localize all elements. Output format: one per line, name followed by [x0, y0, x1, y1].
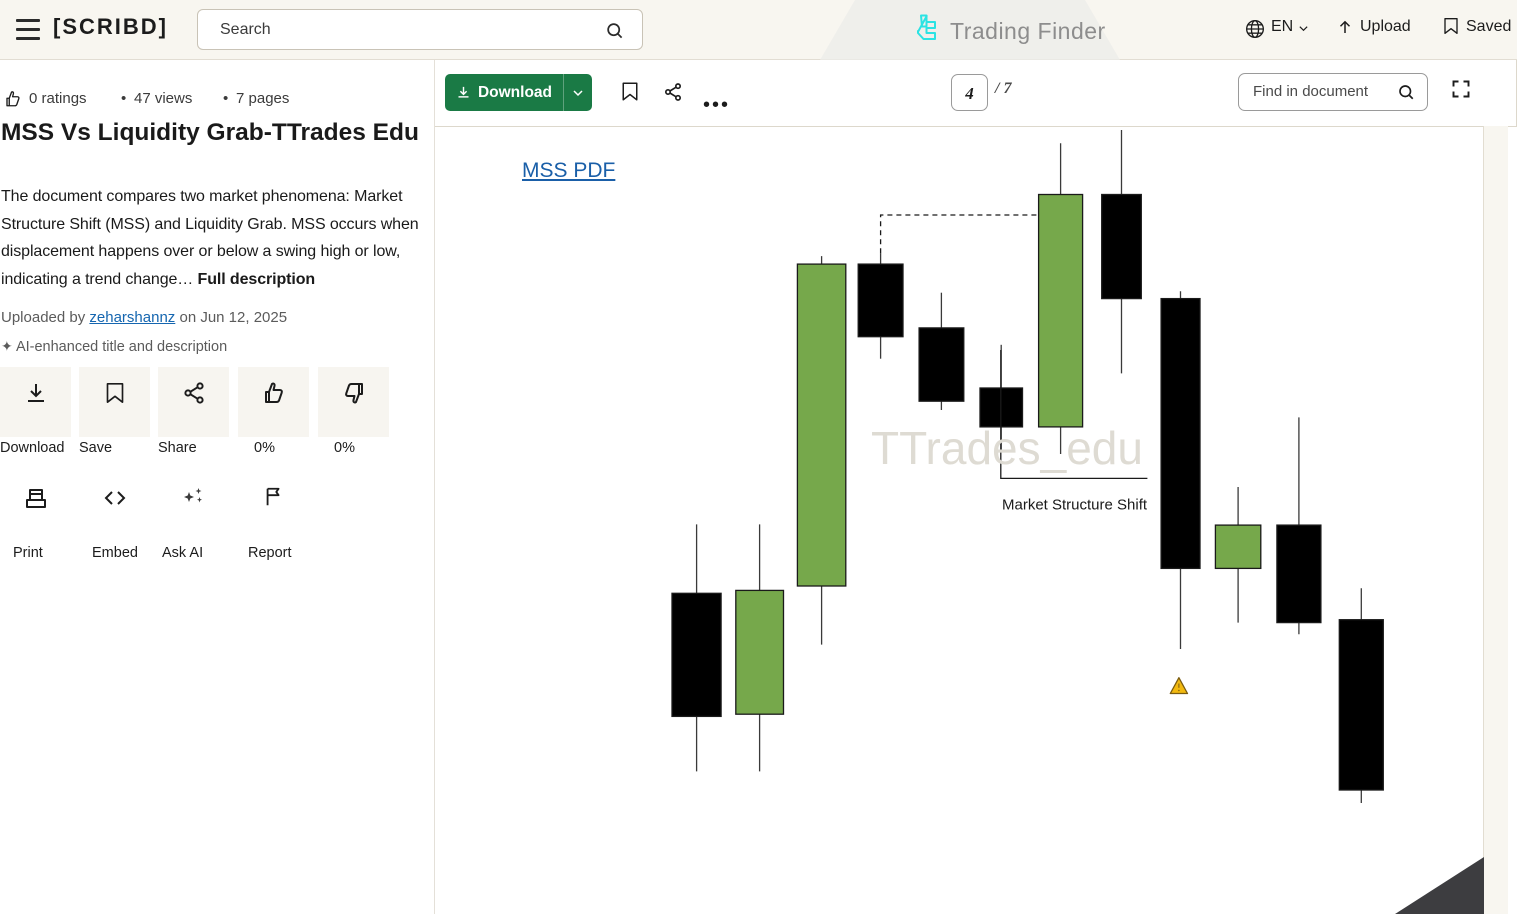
svg-text:Market Structure Shift: Market Structure Shift — [1002, 496, 1148, 513]
svg-text:TTrades_edu: TTrades_edu — [871, 422, 1143, 474]
